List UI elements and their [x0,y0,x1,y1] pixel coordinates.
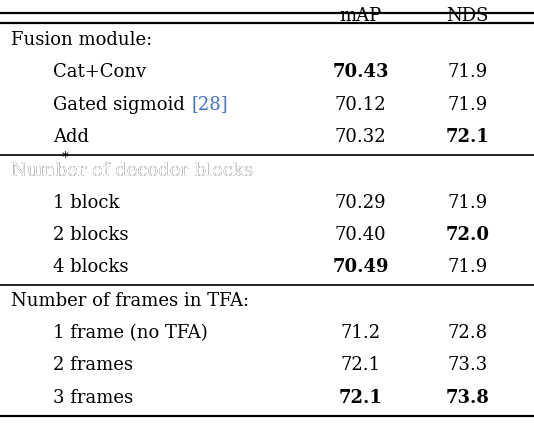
Text: [28]: [28] [191,95,227,113]
Text: 1 frame (no TFA): 1 frame (no TFA) [53,324,208,342]
Text: 72.1: 72.1 [339,389,382,407]
Text: 70.29: 70.29 [335,193,386,211]
Text: 70.40: 70.40 [335,226,386,244]
Text: Gated sigmoid: Gated sigmoid [53,95,191,113]
Text: Number of decoder blocks:: Number of decoder blocks: [11,162,260,180]
Text: Cat+Conv: Cat+Conv [53,63,146,81]
Text: 71.9: 71.9 [447,63,488,81]
Text: 71.2: 71.2 [340,324,381,342]
Text: 72.1: 72.1 [445,128,489,146]
Text: NDS: NDS [446,7,489,26]
Text: Add: Add [53,128,89,146]
Text: Number of frames in TFA:: Number of frames in TFA: [11,292,249,310]
Text: 72.1: 72.1 [340,356,381,374]
Text: 70.49: 70.49 [332,258,389,276]
Text: 2 frames: 2 frames [53,356,134,374]
Text: 71.9: 71.9 [447,258,488,276]
Text: 73.3: 73.3 [447,356,488,374]
Text: 4 blocks: 4 blocks [53,258,129,276]
Text: mAP: mAP [340,7,381,26]
Text: 3 frames: 3 frames [53,389,134,407]
Text: 71.9: 71.9 [447,95,488,113]
Text: Number of decoder blocks: Number of decoder blocks [11,162,253,180]
Text: Fusion module:: Fusion module: [11,31,152,50]
Text: 71.9: 71.9 [447,193,488,211]
Text: 2 blocks: 2 blocks [53,226,129,244]
Text: 70.12: 70.12 [335,95,386,113]
Text: 72.8: 72.8 [447,324,488,342]
Text: 70.43: 70.43 [332,63,389,81]
Text: 1 block: 1 block [53,193,120,211]
Text: 72.0: 72.0 [445,226,489,244]
Text: *: * [62,151,69,165]
Text: 73.8: 73.8 [445,389,489,407]
Text: 70.32: 70.32 [335,128,386,146]
